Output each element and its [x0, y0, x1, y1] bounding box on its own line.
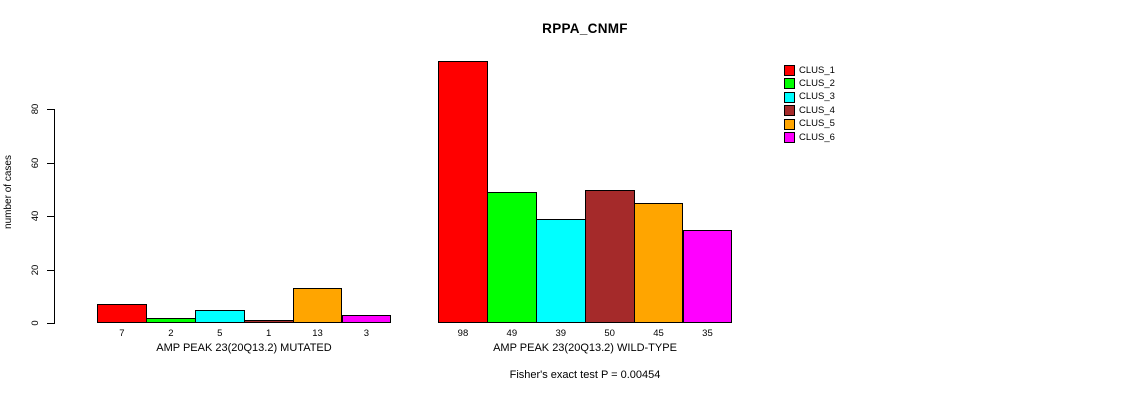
y-tick — [47, 216, 54, 218]
y-tick-label: 0 — [30, 320, 41, 326]
group-label-wild-type: AMP PEAK 23(20Q13.2) WILD-TYPE — [493, 342, 677, 354]
bar-clus_1 — [97, 304, 147, 323]
legend-swatch — [784, 91, 795, 103]
y-tick — [47, 109, 54, 111]
bar-value-label: 35 — [702, 328, 713, 339]
bar-value-label: 49 — [506, 328, 518, 339]
y-tick — [47, 269, 54, 271]
legend-swatch — [784, 65, 795, 76]
y-tick — [47, 323, 54, 324]
bar-value-label: 39 — [555, 328, 567, 339]
bar-clus_5 — [292, 288, 343, 323]
y-axis-label: number of cases — [3, 155, 14, 229]
bar-clus_5 — [633, 202, 684, 323]
bar-clus_4 — [243, 320, 294, 323]
bar-value-label: 50 — [604, 328, 615, 339]
legend-label: CLUS_3 — [799, 91, 835, 103]
bar-value-label: 98 — [457, 328, 469, 339]
bar-value-label: 1 — [265, 328, 272, 339]
bar-clus_2 — [145, 317, 196, 323]
legend-label: CLUS_5 — [799, 118, 835, 130]
legend-label: CLUS_4 — [799, 104, 835, 116]
chart-title: RPPA_CNMF — [542, 21, 628, 36]
fisher-test-annotation: Fisher's exact test P = 0.00454 — [509, 369, 661, 381]
bar-clus_4 — [584, 189, 635, 323]
y-tick-label: 80 — [30, 104, 41, 115]
legend-swatch — [784, 105, 795, 117]
y-tick-label: 40 — [30, 210, 41, 222]
bar-clus_1 — [438, 61, 488, 323]
bar-clus_6 — [341, 314, 392, 323]
legend-label: CLUS_1 — [799, 64, 835, 76]
y-axis-line — [54, 109, 55, 324]
y-tick-label: 60 — [30, 157, 41, 169]
bar-value-label: 13 — [312, 328, 323, 339]
bar-value-label: 3 — [363, 328, 370, 339]
legend-label: CLUS_6 — [799, 131, 835, 143]
bar-value-label: 7 — [119, 328, 125, 339]
y-tick — [47, 162, 54, 164]
bar-clus_3 — [535, 218, 586, 323]
legend-swatch — [784, 132, 795, 143]
legend-swatch — [784, 78, 795, 90]
bar-value-label: 2 — [168, 328, 174, 339]
bar-value-label: 45 — [653, 328, 664, 339]
y-tick-label: 20 — [30, 264, 41, 275]
bar-value-label: 5 — [217, 328, 223, 339]
legend-label: CLUS_2 — [799, 77, 835, 89]
group-label-mutated: AMP PEAK 23(20Q13.2) MUTATED — [156, 342, 332, 354]
legend-swatch — [784, 118, 795, 130]
bar-clus_2 — [486, 192, 537, 323]
bar-clus_6 — [682, 229, 733, 323]
bar-clus_3 — [194, 309, 245, 323]
